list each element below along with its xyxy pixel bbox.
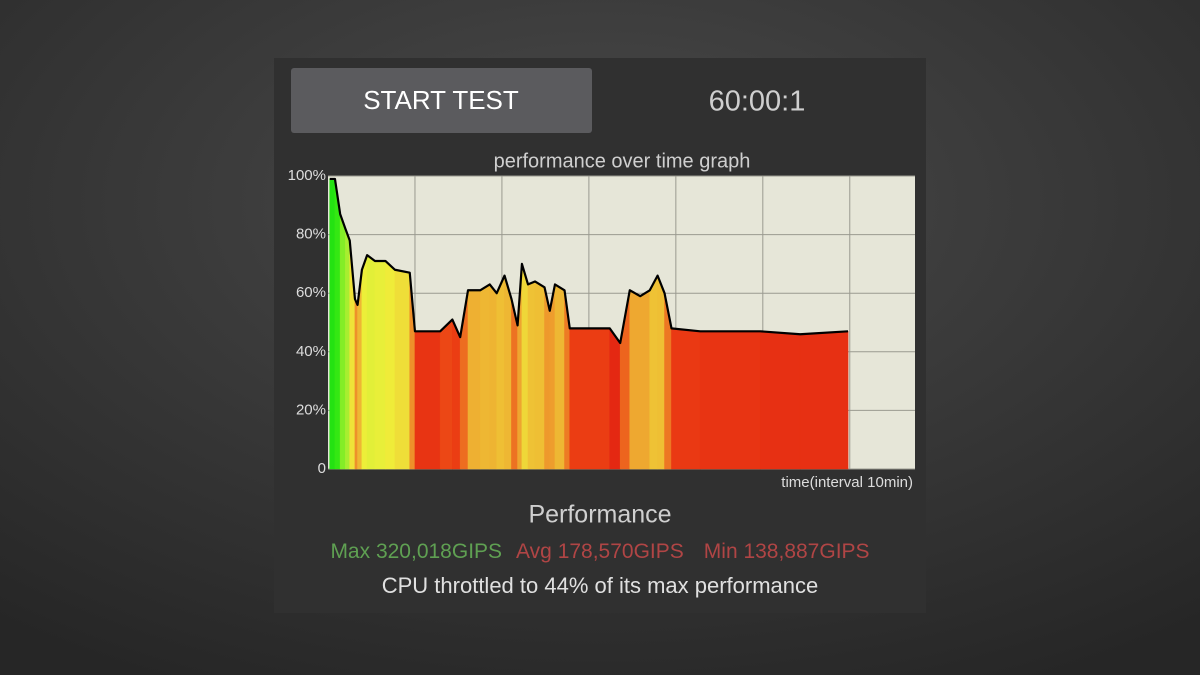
area-strip [394,269,411,470]
area-strip [554,283,565,470]
area-strip [649,275,658,470]
area-strip [366,254,376,470]
y-tick-label: 20% [296,401,326,418]
area-strip [527,281,536,470]
y-tick-label: 80% [296,226,326,243]
area-strip [374,260,386,470]
chart-title: performance over time graph [494,150,751,172]
area-strip [549,284,556,470]
y-tick-label: 60% [296,284,326,301]
max-stat: Max 320,018GIPS [330,540,502,563]
area-strip [759,330,801,470]
area-strip [639,289,651,470]
summary-heading: Performance [528,501,671,529]
area-strip [504,275,512,470]
area-strip [439,318,453,470]
area-strip [544,287,551,470]
start-button[interactable] [291,68,592,133]
area-strip [496,275,505,470]
area-strip [629,289,641,470]
area-strip [671,328,701,470]
area-strip [467,289,481,470]
area-strip [609,327,621,470]
timer: 60:00:1 [709,86,806,118]
area-strip [345,228,351,470]
area-strip [489,283,498,470]
button-label[interactable]: START TEST [363,85,519,115]
plot: 0 20% 40% 60% 80% 100% [288,167,915,477]
area-strip [569,328,611,470]
area-strip [657,275,665,470]
avg-stat: Avg 178,570GIPS [516,540,684,563]
area-strip [452,319,461,470]
x-axis-label: time(interval 10min) [781,474,913,491]
area-strip [334,178,341,470]
performance-line [329,177,849,345]
area-strip [354,298,358,470]
area-strip [521,263,529,470]
y-tick-label: 0 [318,460,326,477]
y-tick-label: 40% [296,343,326,360]
area-strip [799,330,849,470]
stats: Max 320,018GIPS Avg 178,570GIPS Min 138,88… [330,540,869,563]
area-strip [385,260,396,470]
area-strip [699,330,761,470]
area-strip [329,178,336,470]
min-stat: Min 138,887GIPS [704,540,870,563]
area-strip [361,255,368,470]
y-tick-label: 100% [288,167,326,184]
area-strip [339,213,346,470]
area-strip [479,283,491,470]
area-strip [534,280,545,470]
area-strip [414,330,441,470]
throttle-note: CPU throttled to 44% of its max performa… [382,573,819,598]
